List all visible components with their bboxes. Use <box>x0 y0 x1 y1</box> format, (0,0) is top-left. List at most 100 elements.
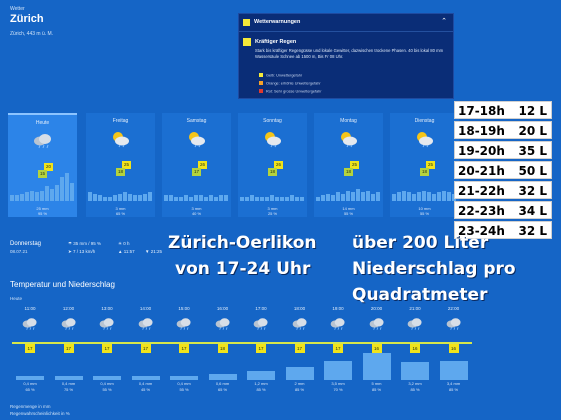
rain-bar <box>108 196 113 201</box>
day-card-1[interactable]: Freitag 25 18 3 mm 65 % <box>86 113 155 217</box>
temp-min: 17 <box>192 168 201 176</box>
rain-table-row: 18-19h 20 L <box>454 121 552 139</box>
hour-rain-amount: 3,2 mm <box>408 381 422 386</box>
day-rain-amount: 3 mm <box>115 206 126 211</box>
rain-table-row: 17-18h 12 L <box>454 101 552 119</box>
rain-bar <box>189 196 194 201</box>
warning-header[interactable]: Wetterwarnungen ⌃ <box>239 14 453 32</box>
hour-rain-bar <box>16 375 44 380</box>
rain-bar <box>70 183 75 201</box>
hour-column[interactable]: 11:00 17 0,4 mm 65 % <box>12 306 48 392</box>
hour-rain-probability: 55 % <box>179 387 189 392</box>
sun-cloud-icon <box>262 130 284 148</box>
rain-bar <box>326 193 331 201</box>
level-label: Rot: Sehr grosse Unwettergefahr <box>266 89 322 94</box>
chevron-up-icon[interactable]: ⌃ <box>441 18 447 25</box>
hour-column[interactable]: 16:00 18 0,6 mm 65 % <box>205 306 241 392</box>
sunset-stat: ▼ 21:25 <box>145 249 162 254</box>
hour-temp: 16 <box>410 344 420 353</box>
hour-column[interactable]: 13:00 17 0,4 mm 55 % <box>89 306 125 392</box>
day-rain-probability: 55 % <box>343 211 354 216</box>
hour-column[interactable]: 19:00 17 3,5 mm 70 % <box>320 306 356 392</box>
temp-min: 15 <box>38 170 47 178</box>
hour-column[interactable]: 21:00 16 3,2 mm 85 % <box>397 306 433 392</box>
temp-max: 20 <box>44 163 53 171</box>
hour-column[interactable]: 14:00 17 0,4 mm 45 % <box>128 306 164 392</box>
day-card-4[interactable]: Montag 25 18 14 mm 55 % <box>314 113 383 217</box>
hour-rain-amount: 3,5 mm <box>331 381 345 386</box>
hour-column[interactable]: 20:00 16 5 mm 85 % <box>359 306 395 392</box>
warning-name: Kräftiger Regen <box>255 39 297 45</box>
day-name: Freitag <box>112 118 129 124</box>
rain-bar <box>417 192 422 201</box>
rain-cloud-icon <box>98 316 116 332</box>
rain-bar <box>143 193 148 201</box>
rain-bar <box>397 192 402 201</box>
hour-column[interactable]: 12:00 17 0,4 mm 75 % <box>51 306 87 392</box>
level-color-swatch <box>259 81 263 85</box>
rain-bar <box>184 195 189 201</box>
hour-rain-bar <box>401 362 429 380</box>
rain-bar <box>15 195 20 201</box>
warning-level-icon <box>243 19 250 26</box>
rain-cloud-icon <box>32 132 54 150</box>
day-name: Sonntag <box>263 118 282 124</box>
rain-bar <box>376 192 381 201</box>
warning-description: Stark bis kräftiger Regengüsse und lokal… <box>255 48 444 59</box>
warning-level-icon <box>243 38 251 46</box>
rain-bar <box>199 195 204 201</box>
detail-day: Donnerstag <box>10 241 42 247</box>
hour-time: 12:00 <box>62 306 75 311</box>
day-card-2[interactable]: Samstag 26 17 3 mm 40 % <box>162 113 231 217</box>
hour-temp: 17 <box>102 344 112 353</box>
rain-bar <box>25 192 30 201</box>
caption-amount: Niederschlag pro <box>352 259 516 279</box>
sun-stat: ☀ 0 h <box>118 241 130 246</box>
rain-bar <box>331 195 336 201</box>
hour-time: 11:00 <box>24 306 36 311</box>
rain-bar <box>316 196 321 201</box>
warning-level-row: Orange: erhöhte Unwettergefahr <box>259 81 321 87</box>
day-rain-amount: 3 mm <box>267 206 278 211</box>
hour-column[interactable]: 22:00 16 3,4 mm 85 % <box>436 306 472 392</box>
rain-bars <box>240 171 305 201</box>
hour-rain-amount: 0,4 mm <box>23 381 37 386</box>
rain-bar <box>219 195 224 201</box>
rain-bar <box>300 196 305 201</box>
rain-table-time: 22-23h <box>458 204 505 218</box>
rain-bars <box>88 171 153 201</box>
hour-rain-amount: 5 mm <box>371 381 382 386</box>
rain-bar <box>30 190 35 201</box>
rain-cloud-icon <box>445 316 463 332</box>
rain-bar <box>123 192 128 201</box>
rain-bar <box>371 193 376 201</box>
rain-bar <box>255 196 260 201</box>
hour-column[interactable]: 17:00 17 1,2 mm 85 % <box>243 306 279 392</box>
rain-table-liters: 20 L <box>518 124 547 138</box>
hour-temp: 17 <box>179 344 189 353</box>
rain-bar <box>351 192 356 201</box>
rain-table-row: 20-21h 50 L <box>454 161 552 179</box>
hour-rain-probability: 85 % <box>448 387 459 392</box>
rain-bar <box>204 196 209 201</box>
rain-table-liters: 32 L <box>518 184 547 198</box>
temp-min: 18 <box>116 168 125 176</box>
rain-table-liters: 50 L <box>518 164 547 178</box>
hour-column[interactable]: 18:00 17 2 mm 85 % <box>282 306 318 392</box>
legend-rain-amount: Regenmenge in mm <box>10 404 51 409</box>
hour-column[interactable]: 15:00 17 0,4 mm 55 % <box>166 306 202 392</box>
hour-rain-bar <box>131 375 160 380</box>
day-rain-probability: 65 % <box>115 211 126 216</box>
day-card-5[interactable]: Dienstag 25 18 10 mm 55 % <box>390 113 459 217</box>
rain-table-time: 21-22h <box>458 184 505 198</box>
day-card-0[interactable]: Heute 20 15 25 mm 95 % <box>8 113 77 217</box>
rain-table-time: 17-18h <box>458 104 505 118</box>
rain-cloud-icon <box>329 316 347 332</box>
rain-bar <box>412 193 417 201</box>
temp-max: 26 <box>274 161 283 169</box>
hour-time: 20:00 <box>370 306 383 311</box>
hour-rain-amount: 0,4 mm <box>138 381 153 386</box>
day-card-3[interactable]: Sonntag 26 18 3 mm 25 % <box>238 113 307 217</box>
hour-rain-probability: 70 % <box>333 387 343 392</box>
rain-bar <box>40 190 45 201</box>
